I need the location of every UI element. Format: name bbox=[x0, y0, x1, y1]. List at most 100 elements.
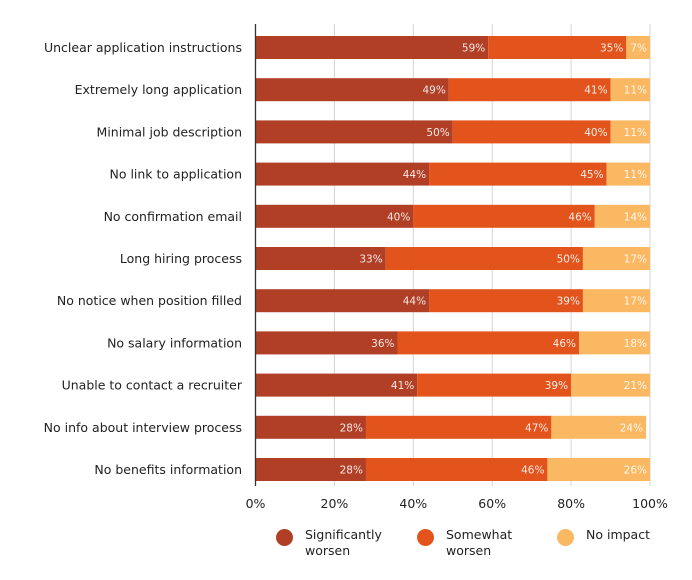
bar-row: 40% 46% 14% bbox=[255, 204, 650, 228]
bar-segment-somewhat-worsen[interactable] bbox=[488, 36, 627, 59]
bar-segment-significantly-worsen[interactable] bbox=[255, 415, 366, 439]
bar-segment-no-impact[interactable] bbox=[606, 162, 650, 186]
bar-row: 49% 41% 11% bbox=[255, 78, 650, 102]
category-label: Minimal job description bbox=[97, 124, 242, 139]
bar-value-label: 41% bbox=[391, 380, 414, 392]
bar-segment-significantly-worsen[interactable] bbox=[255, 78, 449, 102]
bar-segment-no-impact[interactable] bbox=[571, 373, 650, 397]
bars: 59% 35% 7% 49% 41% 11% 50% 40% 11% 44% 45% 11% 40% 46… bbox=[255, 36, 650, 481]
x-tick-label: 100% bbox=[632, 496, 668, 511]
bar-segment-significantly-worsen[interactable] bbox=[255, 36, 489, 59]
bar-value-label: 14% bbox=[624, 211, 647, 223]
bar-value-label: 59% bbox=[462, 43, 485, 55]
bar-value-label: 50% bbox=[426, 127, 449, 139]
legend-label: Significantly worsen bbox=[305, 527, 382, 558]
category-label: Long hiring process bbox=[120, 251, 242, 266]
bar-segment-somewhat-worsen[interactable] bbox=[413, 204, 595, 228]
bar-segment-significantly-worsen[interactable] bbox=[255, 331, 398, 355]
bar-value-label: 45% bbox=[580, 169, 603, 181]
bar-value-label: 11% bbox=[624, 85, 647, 97]
bar-segment-significantly-worsen[interactable] bbox=[255, 373, 418, 397]
legend-swatch-circle-icon bbox=[417, 529, 434, 546]
bar-segment-significantly-worsen[interactable] bbox=[255, 289, 430, 313]
bar-value-label: 21% bbox=[624, 380, 647, 392]
bar-row: 41% 39% 21% bbox=[255, 373, 650, 397]
stacked-bar-chart: 59% 35% 7% 49% 41% 11% 50% 40% 11% 44% 45% 11% 40% 46… bbox=[44, 24, 668, 511]
bar-segment-no-impact[interactable] bbox=[582, 289, 650, 313]
bar-segment-somewhat-worsen[interactable] bbox=[385, 247, 583, 270]
category-labels: Unclear application instructions Extremel… bbox=[44, 40, 243, 477]
bar-row: 44% 39% 17% bbox=[255, 289, 650, 313]
bar-row: 50% 40% 11% bbox=[255, 120, 650, 144]
bar-value-label: 47% bbox=[525, 422, 548, 434]
bar-segment-significantly-worsen[interactable] bbox=[255, 458, 366, 481]
bar-value-label: 11% bbox=[624, 127, 647, 139]
bar-value-label: 39% bbox=[557, 296, 580, 308]
legend-item-somewhat-worsen[interactable]: Somewhat worsen bbox=[417, 527, 536, 559]
x-tick-label: 40% bbox=[399, 496, 427, 511]
category-label: No confirmation email bbox=[104, 209, 242, 224]
x-tick-label: 20% bbox=[321, 496, 349, 511]
legend-label: No impact bbox=[586, 527, 650, 542]
bar-value-label: 39% bbox=[545, 380, 568, 392]
bar-segment-somewhat-worsen[interactable] bbox=[448, 78, 611, 102]
bar-value-label: 41% bbox=[584, 85, 607, 97]
bar-row: 36% 46% 18% bbox=[255, 331, 650, 355]
bar-value-label: 44% bbox=[403, 296, 426, 308]
bar-segment-significantly-worsen[interactable] bbox=[255, 204, 414, 228]
category-label: Unclear application instructions bbox=[44, 40, 242, 55]
bar-value-label: 33% bbox=[359, 254, 382, 266]
bar-segment-no-impact[interactable] bbox=[547, 458, 650, 481]
bar-segment-no-impact[interactable] bbox=[578, 331, 650, 355]
legend-item-significantly-worsen[interactable]: Significantly worsen bbox=[276, 527, 395, 559]
x-axis-ticks: 0% 20% 40% 60% 80% 100% bbox=[246, 496, 668, 511]
category-label: Extremely long application bbox=[75, 82, 242, 97]
bar-segment-somewhat-worsen[interactable] bbox=[397, 331, 579, 355]
bar-value-label: 7% bbox=[630, 43, 647, 55]
bar-segment-somewhat-worsen[interactable] bbox=[429, 289, 583, 313]
bar-segment-no-impact[interactable] bbox=[582, 247, 650, 270]
x-tick-label: 0% bbox=[246, 496, 266, 511]
bar-segment-no-impact[interactable] bbox=[610, 120, 650, 144]
bar-segment-significantly-worsen[interactable] bbox=[255, 247, 386, 270]
category-label: No info about interview process bbox=[44, 420, 242, 435]
x-tick-label: 60% bbox=[478, 496, 506, 511]
bar-value-label: 46% bbox=[521, 465, 544, 477]
bar-segment-somewhat-worsen[interactable] bbox=[365, 415, 552, 439]
bar-row: 33% 50% 17% bbox=[255, 247, 650, 270]
category-label: No notice when position filled bbox=[57, 293, 242, 308]
bar-value-label: 24% bbox=[620, 422, 643, 434]
category-label: No link to application bbox=[109, 167, 242, 182]
legend-swatch-circle-icon bbox=[557, 529, 574, 546]
bar-value-label: 46% bbox=[553, 338, 576, 350]
bar-value-label: 28% bbox=[340, 422, 363, 434]
legend: Significantly worsen Somewhat worsen No … bbox=[0, 527, 692, 577]
bar-value-label: 49% bbox=[422, 85, 445, 97]
bar-segment-somewhat-worsen[interactable] bbox=[417, 373, 572, 397]
bar-segment-no-impact[interactable] bbox=[594, 204, 650, 228]
bar-value-label: 44% bbox=[403, 169, 426, 181]
bar-value-label: 11% bbox=[624, 169, 647, 181]
bar-segment-somewhat-worsen[interactable] bbox=[452, 120, 611, 144]
bar-row: 59% 35% 7% bbox=[255, 36, 650, 59]
bar-row: 44% 45% 11% bbox=[255, 162, 650, 186]
bar-segment-no-impact[interactable] bbox=[551, 415, 647, 439]
bar-row: 28% 47% 24% bbox=[255, 415, 647, 439]
bar-segment-significantly-worsen[interactable] bbox=[255, 162, 430, 186]
bar-segment-no-impact[interactable] bbox=[626, 36, 650, 59]
bar-value-label: 40% bbox=[584, 127, 607, 139]
legend-label: Somewhat worsen bbox=[446, 527, 513, 558]
legend-item-no-impact[interactable]: No impact bbox=[557, 527, 676, 546]
category-label: No salary information bbox=[107, 335, 242, 350]
bar-segment-significantly-worsen[interactable] bbox=[255, 120, 453, 144]
x-tick-label: 80% bbox=[557, 496, 585, 511]
bar-value-label: 40% bbox=[387, 211, 410, 223]
bar-value-label: 26% bbox=[624, 465, 647, 477]
bar-segment-somewhat-worsen[interactable] bbox=[365, 458, 548, 481]
bar-value-label: 17% bbox=[624, 254, 647, 266]
bar-value-label: 18% bbox=[624, 338, 647, 350]
bar-segment-somewhat-worsen[interactable] bbox=[429, 162, 607, 186]
bar-value-label: 17% bbox=[624, 296, 647, 308]
bar-row: 28% 46% 26% bbox=[255, 458, 650, 481]
bar-segment-no-impact[interactable] bbox=[610, 78, 650, 102]
